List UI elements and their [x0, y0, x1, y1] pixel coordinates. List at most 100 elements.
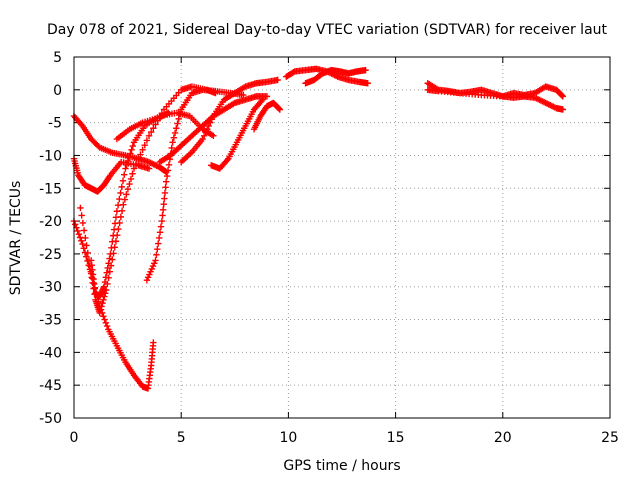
data-point	[107, 250, 114, 258]
data-point	[124, 157, 132, 165]
data-point	[143, 137, 151, 144]
data-point	[123, 191, 130, 198]
series-arc-6	[113, 109, 172, 143]
data-point	[77, 204, 84, 212]
data-point	[127, 150, 134, 157]
data-point	[202, 129, 209, 136]
data-point	[200, 132, 208, 139]
y-tick-label: -10	[39, 148, 62, 164]
data-point	[126, 180, 133, 188]
x-tick-label: 0	[70, 430, 79, 446]
data-point	[173, 125, 180, 132]
data-point	[100, 296, 107, 304]
data-point	[559, 106, 567, 113]
data-point	[116, 195, 123, 203]
data-point	[84, 249, 91, 257]
data-point	[205, 122, 212, 130]
data-point	[558, 92, 566, 99]
y-tick-label: -25	[39, 247, 62, 263]
data-point	[108, 244, 115, 252]
x-tick-label: 25	[601, 430, 619, 446]
data-point	[114, 201, 122, 209]
data-point	[156, 229, 164, 236]
series-arc-9	[178, 76, 281, 166]
data-point	[102, 319, 110, 327]
y-tick-label: -30	[39, 280, 62, 296]
data-point	[117, 189, 124, 197]
y-tick-label: -15	[39, 181, 62, 197]
data-point	[161, 189, 169, 197]
data-point	[559, 93, 567, 100]
data-point	[97, 306, 104, 313]
data-point	[78, 121, 85, 128]
data-point	[103, 269, 110, 276]
series-arc-15	[424, 86, 567, 113]
data-point	[132, 160, 140, 168]
data-point	[155, 234, 163, 242]
data-point	[110, 232, 117, 239]
series-arc-10	[208, 96, 266, 172]
chart-title: Day 078 of 2021, Sidereal Day-to-day VTE…	[47, 22, 608, 38]
data-point	[207, 119, 214, 126]
x-tick-label: 20	[494, 430, 512, 446]
x-tick-label: 10	[279, 430, 297, 446]
y-axis-label: SDTVAR / TECUs	[8, 181, 24, 296]
data-point	[105, 260, 112, 267]
data-point	[109, 238, 116, 245]
x-tick-label: 5	[177, 430, 186, 446]
data-point	[364, 80, 371, 87]
y-tick-label: 0	[53, 83, 62, 99]
data-point	[157, 223, 165, 230]
data-point	[204, 126, 211, 133]
data-point	[168, 144, 175, 152]
data-point	[165, 109, 172, 116]
data-point	[79, 219, 87, 227]
data-point	[162, 178, 170, 185]
y-tick-label: -40	[39, 345, 62, 361]
data-point	[96, 309, 103, 317]
data-point	[79, 240, 86, 248]
grid-lines	[74, 57, 610, 418]
plot-frame	[73, 56, 611, 419]
data-point	[83, 242, 90, 249]
data-point	[159, 212, 166, 219]
y-tick-label: -35	[39, 313, 62, 329]
data-point	[259, 96, 266, 103]
data-point	[75, 231, 83, 238]
data-point	[150, 125, 157, 132]
data-point	[123, 161, 130, 169]
data-point	[171, 129, 179, 137]
x-axis-label: GPS time / hours	[283, 458, 400, 474]
y-tick-label: -5	[48, 116, 62, 132]
data-point	[129, 170, 136, 177]
y-tick-label: 5	[53, 50, 62, 66]
data-point	[163, 172, 171, 180]
data-point	[208, 116, 216, 123]
data-point	[128, 146, 135, 154]
data-point	[135, 156, 142, 163]
data-point	[99, 299, 106, 307]
data-point	[82, 234, 89, 242]
data-point	[165, 161, 173, 169]
data-point	[121, 196, 129, 203]
data-point	[258, 97, 265, 105]
data-point	[160, 201, 167, 208]
data-point	[113, 208, 121, 215]
data-point	[276, 106, 284, 113]
data-point	[223, 156, 231, 164]
data-point	[139, 146, 146, 154]
data-point	[274, 76, 281, 84]
data-point	[106, 268, 114, 275]
data-point	[275, 105, 283, 112]
data-point	[98, 303, 105, 310]
data-point	[101, 278, 109, 286]
data-point	[74, 227, 81, 235]
data-point	[104, 264, 111, 272]
y-tick-label: -45	[39, 378, 62, 394]
data-point	[122, 165, 129, 172]
data-point	[124, 186, 132, 193]
data-point	[199, 135, 206, 143]
series-arc-3	[70, 217, 157, 392]
data-point	[101, 316, 108, 323]
data-point	[158, 217, 166, 225]
